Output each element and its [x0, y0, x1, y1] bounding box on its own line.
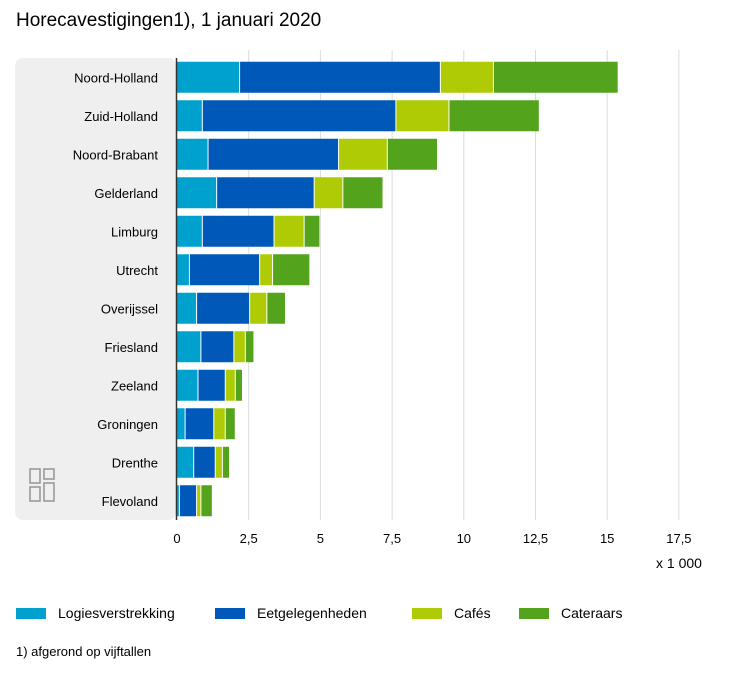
bar-segment	[214, 408, 225, 440]
x-axis-unit-label: x 1 000	[656, 555, 702, 571]
category-label: Drenthe	[112, 455, 158, 470]
bar-segment	[177, 331, 201, 363]
category-label: Zeeland	[111, 378, 158, 393]
bar-segment	[177, 61, 240, 93]
bar-segment	[343, 177, 383, 209]
category-label: Noord-Holland	[74, 70, 158, 85]
bar-segment	[177, 177, 217, 209]
legend-item-eetgelegenheden: Eetgelegenheden	[215, 605, 367, 621]
bar-segment	[201, 331, 234, 363]
bar-segment	[197, 292, 250, 324]
footnote: 1) afgerond op vijftallen	[16, 644, 152, 659]
category-label: Gelderland	[94, 186, 158, 201]
bar-segment	[235, 369, 242, 401]
bar-segment	[215, 446, 222, 478]
x-tick-label: 7,5	[383, 531, 401, 546]
legend-swatch	[412, 607, 442, 619]
legend: Logiesverstrekking Eetgelegenheden Cafés…	[16, 605, 736, 625]
category-label: Limburg	[111, 224, 158, 239]
x-tick-label: 15	[600, 531, 614, 546]
category-label: Flevoland	[102, 494, 158, 509]
bar-segment	[202, 215, 274, 247]
bar-segment	[240, 61, 440, 93]
bar-segment	[245, 331, 254, 363]
bar-segment	[217, 177, 314, 209]
legend-item-logiesverstrekking: Logiesverstrekking	[16, 605, 175, 621]
bar-segment	[387, 138, 437, 170]
bar-segment	[179, 485, 197, 517]
bar-segment	[202, 100, 396, 132]
bar-segment	[267, 292, 285, 324]
chart-title: Horecavestigingen1), 1 januari 2020	[16, 10, 322, 31]
category-panel	[15, 58, 176, 520]
bar-segment	[185, 408, 214, 440]
category-label: Utrecht	[116, 263, 158, 278]
legend-swatch	[16, 607, 46, 619]
legend-swatch	[215, 607, 245, 619]
bar-segment	[201, 485, 212, 517]
bar-segment	[314, 177, 343, 209]
x-tick-label: 12,5	[523, 531, 548, 546]
cbs-logo-icon	[29, 468, 55, 502]
x-tick-label: 17,5	[666, 531, 691, 546]
x-tick-label: 0	[173, 531, 180, 546]
bar-segment	[339, 138, 387, 170]
category-label: Groningen	[97, 417, 158, 432]
bar-segment	[198, 369, 225, 401]
bar-segment	[197, 485, 201, 517]
bar-segment	[449, 100, 539, 132]
bar-segment	[194, 446, 215, 478]
bar-segment	[177, 100, 202, 132]
legend-item-cateraars: Cateraars	[519, 605, 622, 621]
bar-segment	[177, 254, 189, 286]
bar-segment	[189, 254, 260, 286]
legend-label: Cateraars	[561, 605, 623, 621]
bar-segment	[177, 408, 185, 440]
bar-segment	[440, 61, 493, 93]
bar-segment	[260, 254, 273, 286]
legend-label: Logiesverstrekking	[58, 605, 175, 621]
legend-label: Eetgelegenheden	[257, 605, 367, 621]
legend-swatch	[519, 607, 549, 619]
category-label: Overijssel	[101, 301, 158, 316]
bar-segment	[177, 138, 208, 170]
legend-item-cafes: Cafés	[412, 605, 491, 621]
x-tick-label: 10	[457, 531, 471, 546]
bar-segment	[396, 100, 449, 132]
bar-segment	[222, 446, 230, 478]
category-label: Noord-Brabant	[73, 147, 159, 162]
bar-segment	[234, 331, 245, 363]
x-tick-label: 5	[317, 531, 324, 546]
bar-segment	[177, 369, 198, 401]
bar-segment	[273, 254, 310, 286]
bar-segment	[177, 215, 202, 247]
legend-label: Cafés	[454, 605, 491, 621]
category-label: Zuid-Holland	[84, 109, 158, 124]
bar-segment	[225, 408, 235, 440]
bar-segment	[250, 292, 267, 324]
x-tick-label: 2,5	[240, 531, 258, 546]
category-label: Friesland	[105, 340, 158, 355]
bar-segment	[274, 215, 304, 247]
bar-segment	[304, 215, 320, 247]
bar-segment	[177, 485, 179, 517]
bar-segment	[493, 61, 618, 93]
bar-segment	[208, 138, 339, 170]
bar-segment	[177, 446, 194, 478]
bar-segment	[225, 369, 235, 401]
bar-segment	[177, 292, 197, 324]
